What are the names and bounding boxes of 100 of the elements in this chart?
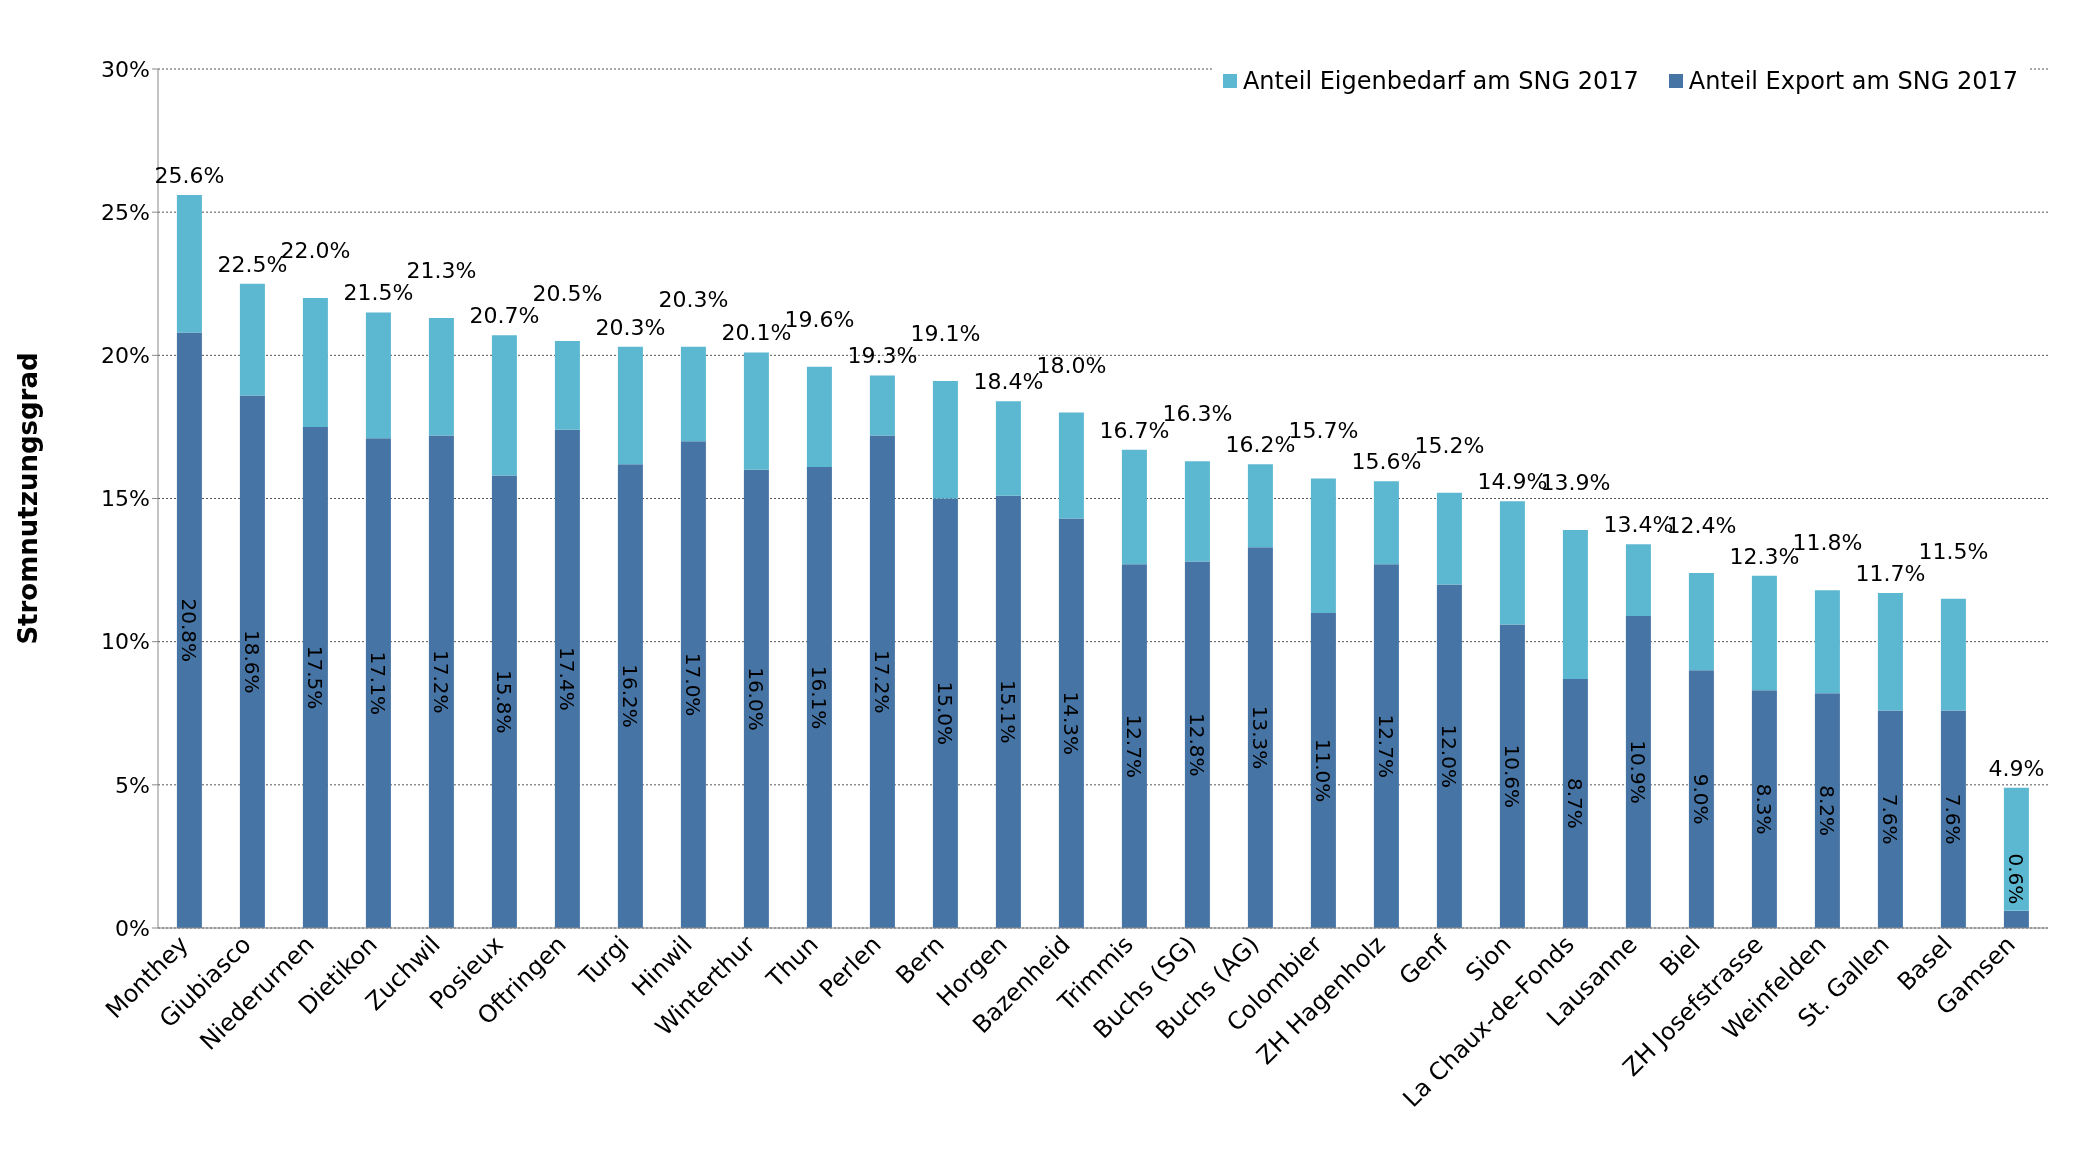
bar — [680, 346, 706, 442]
bar — [995, 495, 1021, 928]
data-label: 12.7% — [1122, 714, 1147, 778]
y-tick-label: 25% — [101, 199, 150, 225]
bar — [239, 283, 265, 396]
bar — [1310, 613, 1336, 928]
bar — [1688, 572, 1714, 671]
bar — [743, 469, 769, 928]
data-label: 11.0% — [1311, 738, 1336, 803]
bar — [1247, 464, 1273, 548]
data-label: 10.9% — [1626, 740, 1651, 804]
y-tick-label: 30% — [101, 56, 150, 82]
bar — [1940, 598, 1966, 711]
bar — [1310, 478, 1336, 614]
bar — [1877, 710, 1903, 928]
bar — [1373, 481, 1399, 565]
bar — [1688, 670, 1714, 928]
bar — [995, 401, 1021, 496]
bar — [365, 438, 391, 928]
bar — [1436, 584, 1462, 928]
bar — [1121, 449, 1147, 565]
bar — [1058, 518, 1084, 928]
data-label: 17.1% — [366, 651, 391, 715]
data-label: 20.8% — [177, 598, 202, 662]
y-tick-label: 20% — [101, 343, 150, 369]
bar — [1499, 501, 1525, 625]
data-label: 16.1% — [807, 665, 832, 730]
data-label: 13.3% — [1248, 705, 1273, 770]
data-label: 17.5% — [303, 645, 328, 710]
bar — [1499, 624, 1525, 928]
data-label: 17.4% — [555, 647, 580, 711]
bar — [491, 335, 517, 476]
data-label: 8.2% — [1815, 785, 1840, 837]
bar — [869, 375, 895, 436]
legend-label: Anteil Eigenbedarf am SNG 2017 — [1241, 67, 1639, 95]
bar — [869, 435, 895, 928]
bar — [680, 441, 706, 928]
data-label: 17.0% — [681, 652, 706, 717]
legend-label: Anteil Export am SNG 2017 — [1687, 67, 2018, 95]
bar — [1814, 590, 1840, 694]
data-label: 8.7% — [1563, 778, 1588, 829]
bar — [1562, 530, 1588, 679]
data-label: 15.1% — [996, 680, 1021, 744]
bar — [239, 395, 265, 928]
data-label: 18.6% — [240, 629, 265, 694]
bar — [1562, 678, 1588, 928]
data-label: 10.6% — [1500, 744, 1525, 809]
y-tick-label: 15% — [101, 486, 150, 512]
bar — [428, 318, 454, 436]
data-label: 7.6% — [1941, 793, 1966, 845]
y-axis-title: Stromnutzungsgrad — [13, 352, 44, 645]
bar — [302, 298, 328, 427]
bar — [932, 498, 958, 928]
bar — [806, 467, 832, 928]
data-label: 15.8% — [492, 670, 517, 734]
data-label: 16.2% — [618, 664, 643, 728]
data-label: 7.6% — [1878, 793, 1903, 845]
data-label: 14.3% — [1059, 691, 1084, 756]
bar — [1625, 544, 1651, 616]
bar — [176, 194, 202, 333]
bar — [1751, 575, 1777, 691]
bar — [428, 435, 454, 928]
total-label: 4.9% — [1988, 755, 2045, 781]
bar — [1121, 564, 1147, 928]
total-label: 20.3% — [595, 314, 666, 340]
bar — [554, 429, 580, 928]
bar — [365, 312, 391, 439]
bar — [1247, 547, 1273, 928]
bar — [2003, 910, 2029, 928]
bar — [617, 464, 643, 928]
y-tick-label: 10% — [101, 629, 150, 655]
bar — [1877, 592, 1903, 711]
total-label: 20.3% — [658, 286, 729, 312]
data-label: 12.7% — [1374, 714, 1399, 778]
bar — [1814, 693, 1840, 928]
data-label: 17.2% — [870, 649, 895, 714]
bar — [1184, 461, 1210, 562]
bar — [491, 475, 517, 928]
data-label: 8.3% — [1752, 783, 1777, 835]
bar — [1751, 690, 1777, 928]
data-label: 12.8% — [1185, 712, 1210, 777]
bar — [554, 341, 580, 430]
bar — [1940, 710, 1966, 928]
y-tick-label: 5% — [115, 772, 150, 798]
bar — [1436, 492, 1462, 585]
bar — [1058, 412, 1084, 519]
total-label: 25.6% — [154, 162, 225, 188]
data-label: 0.6% — [2004, 853, 2029, 905]
bar — [1184, 561, 1210, 928]
bar — [1625, 615, 1651, 928]
y-tick-label: 0% — [115, 915, 150, 941]
bar — [806, 366, 832, 467]
data-label: 9.0% — [1689, 773, 1714, 825]
bar — [176, 332, 202, 928]
bar — [617, 346, 643, 465]
bar — [743, 352, 769, 470]
bar — [302, 426, 328, 928]
data-label: 15.0% — [933, 681, 958, 746]
data-label: 12.0% — [1437, 724, 1462, 788]
bar — [932, 381, 958, 499]
